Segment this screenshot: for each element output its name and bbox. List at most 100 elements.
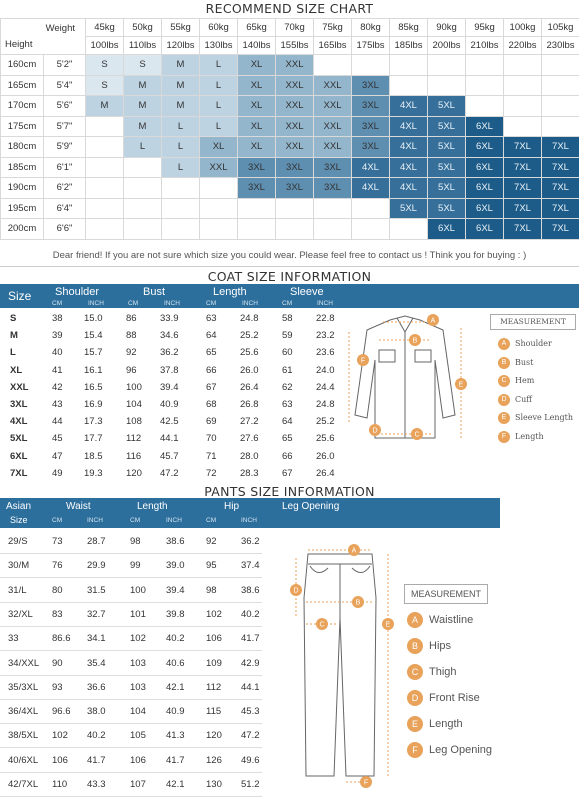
coat-value: 61 xyxy=(282,364,293,376)
legend-label: Front Rise xyxy=(429,691,480,704)
pants-row: 29/S 73 28.7 98 38.6 92 36.2 xyxy=(0,530,262,554)
coat-value: 72 xyxy=(206,467,217,479)
pants-value: 41.3 xyxy=(166,730,185,742)
size-cell xyxy=(541,95,579,117)
pants-row: 31/L 80 31.5 100 39.4 98 38.6 xyxy=(0,579,262,603)
weight-lbs-header: 165lbs xyxy=(313,36,352,55)
size-cell: L xyxy=(161,115,200,137)
size-cell: 6XL xyxy=(465,156,504,178)
pants-value: 102 xyxy=(206,608,222,620)
pants-value: 103 xyxy=(130,657,146,669)
divider xyxy=(0,266,579,267)
coat-row: 7XL 49 19.3 120 47.2 72 28.3 67 26.4 xyxy=(0,466,342,483)
weight-kg-header: 105kg xyxy=(541,18,579,37)
size-cell: 7XL xyxy=(503,197,542,219)
size-cell: M xyxy=(161,95,200,117)
coat-value: 27.6 xyxy=(240,433,259,445)
coat-value: 68 xyxy=(206,399,217,410)
pants-size-label: 34/XXL xyxy=(8,657,40,669)
pants-value: 100 xyxy=(130,584,146,596)
coat-value: 24.8 xyxy=(240,313,259,324)
pants-row: 42/7XL 110 43.3 107 42.1 130 51.2 xyxy=(0,773,262,797)
size-cell xyxy=(123,177,162,199)
height-inch: 6'4" xyxy=(43,197,86,219)
size-cell xyxy=(541,115,579,137)
pants-value: 98 xyxy=(206,584,217,596)
coat-pockets xyxy=(378,349,432,363)
coat-value: 40 xyxy=(52,347,63,359)
size-cell: XXL xyxy=(313,115,352,137)
coat-sub-inch: INCH xyxy=(242,300,258,307)
pants-sub-cm: CM xyxy=(130,517,141,524)
coat-value: 26.0 xyxy=(316,450,335,462)
size-cell: 7XL xyxy=(503,136,542,158)
coat-legend-item: C Hem xyxy=(498,375,534,388)
legend-label: Leg Opening xyxy=(429,743,492,756)
size-cell: XXL xyxy=(275,95,314,117)
pants-value: 41.7 xyxy=(166,754,185,766)
marker-d-label: D xyxy=(293,588,298,595)
legend-label: Length xyxy=(429,717,463,730)
coat-row: 4XL 44 17.3 108 42.5 69 27.2 64 25.2 xyxy=(0,414,342,431)
coat-value: 64 xyxy=(206,330,217,342)
weight-kg-header: 85kg xyxy=(389,18,428,37)
pants-row: 34/XXL 90 35.4 103 40.6 109 42.9 xyxy=(0,652,262,676)
contact-note: Dear friend! If you are not sure which s… xyxy=(52,250,527,261)
pants-value: 43.3 xyxy=(87,779,106,790)
size-cell xyxy=(541,54,579,76)
weight-kg-header: 60kg xyxy=(199,18,238,37)
pants-value: 106 xyxy=(130,754,146,766)
recommend-title: RECOMMEND SIZE CHART xyxy=(205,1,374,16)
marker-a-label: A xyxy=(352,548,357,555)
size-cell xyxy=(161,177,200,199)
coat-collar xyxy=(396,317,414,334)
coat-value: 43 xyxy=(52,399,63,410)
coat-value: 28.3 xyxy=(240,467,259,479)
coat-value: 23.6 xyxy=(316,347,335,359)
coat-legend-item: D Cuff xyxy=(498,393,532,406)
pants-value: 47.2 xyxy=(241,730,260,742)
size-cell: XXL xyxy=(275,136,314,158)
size-cell: 3XL xyxy=(351,95,390,117)
pants-row: 36/4XL 96.6 38.0 104 40.9 115 45.3 xyxy=(0,700,262,725)
size-cell: 6XL xyxy=(465,177,504,199)
height-label: Height xyxy=(5,39,33,50)
legend-label: Thigh xyxy=(429,665,457,678)
pants-size-label: 31/L xyxy=(8,584,27,596)
coat-value: 26.8 xyxy=(240,399,259,410)
pants-value: 39.8 xyxy=(166,608,185,620)
weight-lbs-header: 155lbs xyxy=(275,36,314,55)
height-row: 190cm 6'2" 3XL 3XL 3XL 4XL 4XL 5XL 6XL 7XL 7XL xyxy=(0,177,579,199)
marker-c-label: C xyxy=(414,432,419,439)
pants-size-label: 33 xyxy=(8,633,19,645)
pants-value: 115 xyxy=(206,706,222,718)
recommend-size-table: Weight Height 45kg 50kg 55kg 60kg 65kg 70kg 75kg… xyxy=(0,18,579,240)
legend-marker: F xyxy=(498,431,510,443)
pants-value: 83 xyxy=(52,608,63,620)
size-cell: 6XL xyxy=(465,136,504,158)
pants-value: 107 xyxy=(130,779,146,790)
pants-sub-cm: CM xyxy=(52,517,63,524)
size-cell: XL xyxy=(237,115,276,137)
height-row: 170cm 5'6" M M M L XL XXL XXL 3XL 4XL 5XL xyxy=(0,95,579,117)
pants-value: 38.6 xyxy=(166,536,185,547)
pants-value: 90 xyxy=(52,657,63,669)
size-cell: 6XL xyxy=(465,218,504,240)
coat-value: 23.2 xyxy=(316,330,335,342)
pants-value: 29.9 xyxy=(87,560,106,572)
size-cell xyxy=(161,197,200,219)
pants-value: 120 xyxy=(206,730,222,742)
coat-value: 67 xyxy=(282,467,293,479)
pants-value: 38.0 xyxy=(87,706,106,718)
size-cell xyxy=(237,197,276,219)
size-cell: XXL xyxy=(313,74,352,96)
coat-value: 37.8 xyxy=(160,364,179,376)
weight-kg-header: 70kg xyxy=(275,18,314,37)
size-cell xyxy=(275,218,314,240)
coat-row: S 38 15.0 86 33.9 63 24.8 58 22.8 xyxy=(0,311,342,328)
pants-value: 41.7 xyxy=(241,633,260,645)
coat-sub-cm: CM xyxy=(52,300,63,307)
size-cell: L xyxy=(199,54,238,76)
size-cell: XL xyxy=(237,54,276,76)
size-cell: 4XL xyxy=(389,136,428,158)
